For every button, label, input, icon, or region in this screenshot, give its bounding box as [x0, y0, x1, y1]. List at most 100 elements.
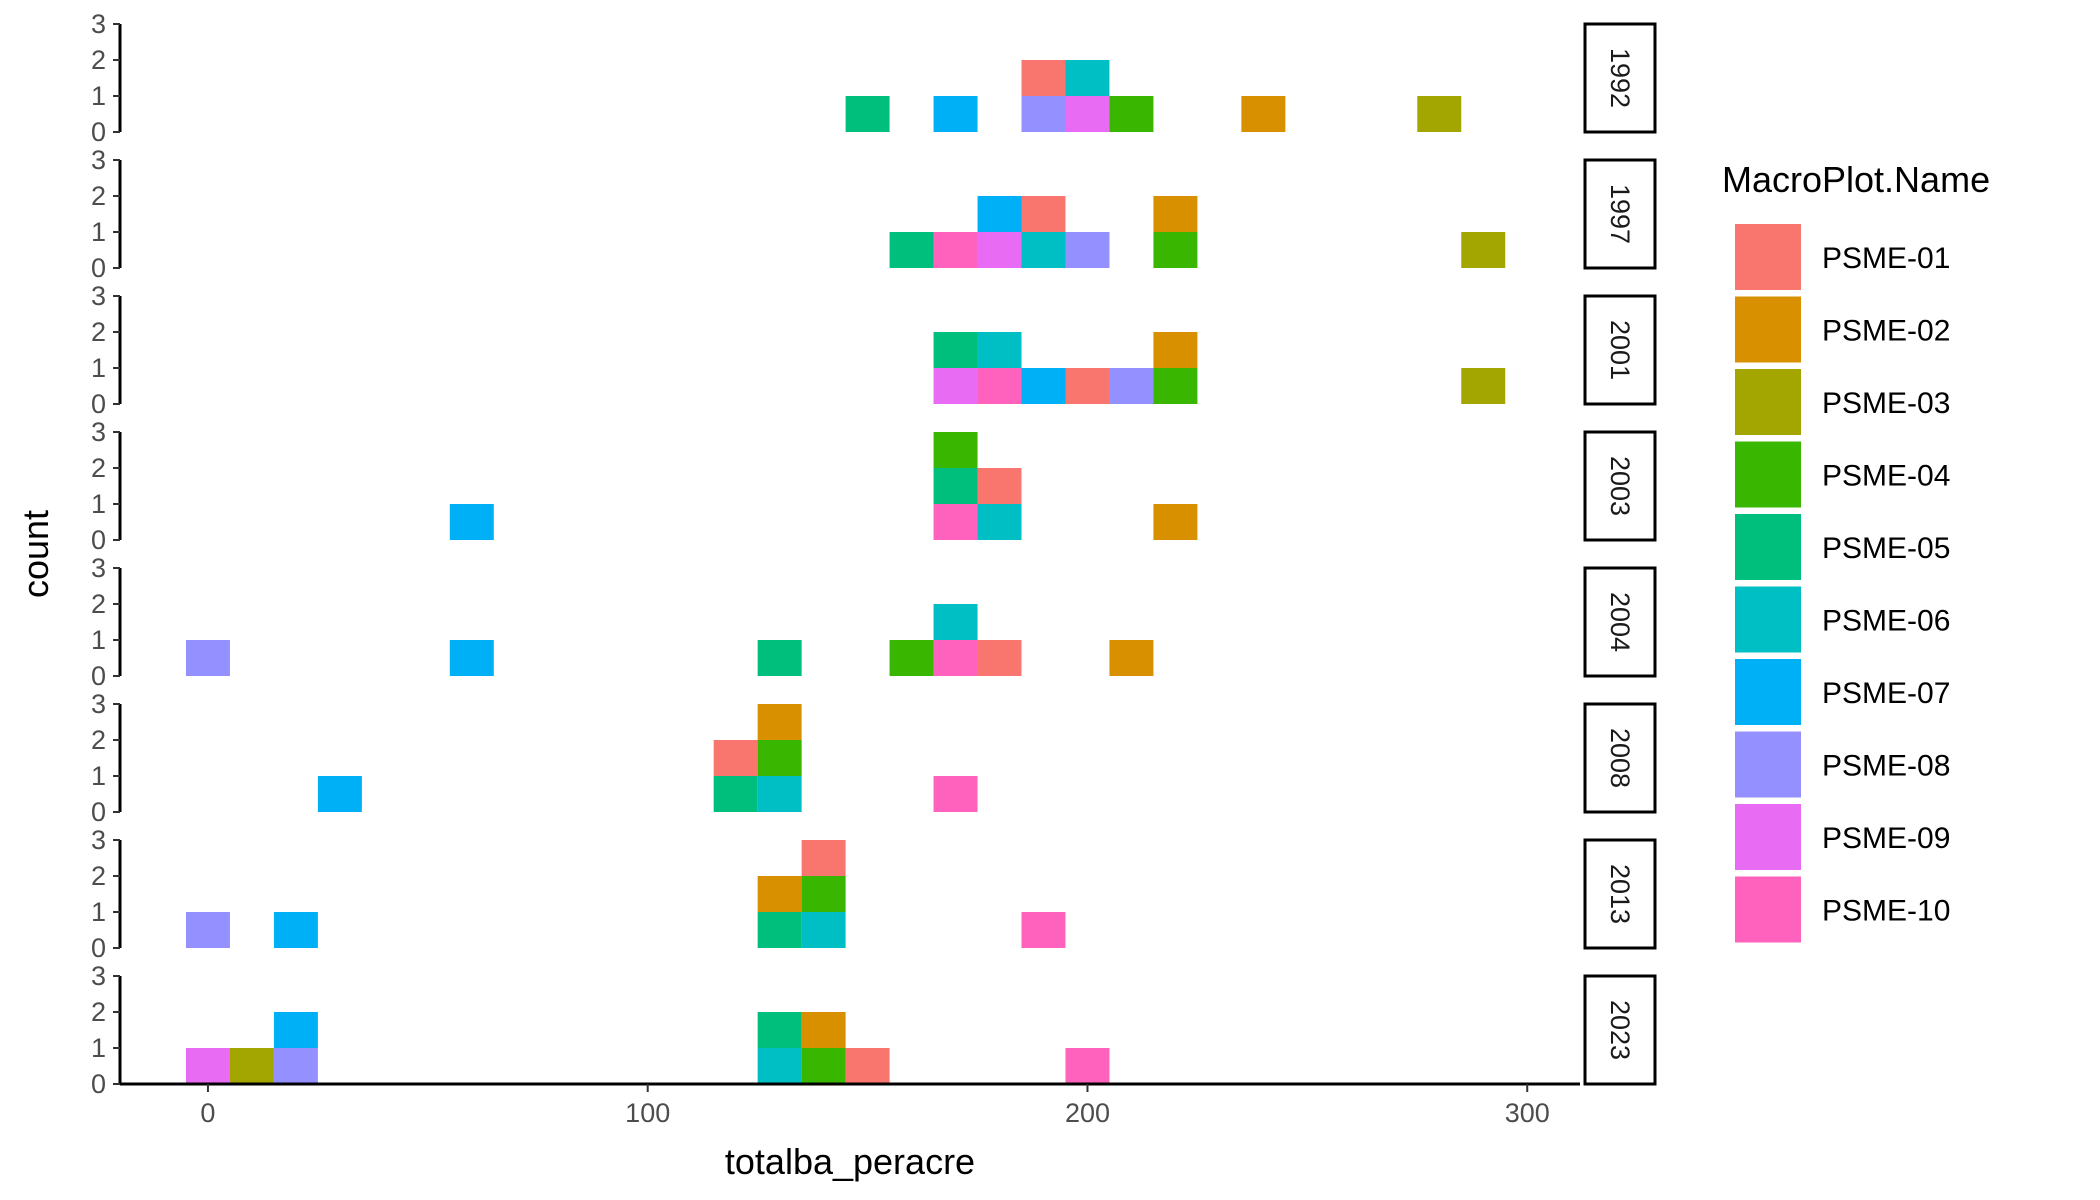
facet-panels: 0123199201231997012320010123200301232004…: [91, 9, 1657, 1099]
bar-2013-PSME-04-140: [801, 876, 846, 912]
bar-2001-PSME-04-220: [1153, 368, 1198, 404]
bar-2008-PSME-07-30: [317, 776, 362, 812]
legend-item-PSME-07: PSME-07: [1735, 659, 1950, 725]
strip-box: [1583, 294, 1657, 406]
bar-2023-PSME-05-130: [757, 1012, 802, 1048]
legend-swatch: [1735, 731, 1801, 798]
strip-box: [1583, 566, 1657, 678]
facet-panel-2004: 0 1 2 3 2004: [91, 553, 1657, 691]
legend-label: PSME-07: [1822, 677, 1950, 710]
bar-2003-PSME-04-170: [933, 432, 978, 468]
legend-label: PSME-01: [1822, 242, 1950, 275]
bar-2004-PSME-10-170: [933, 640, 978, 676]
bar-2001-PSME-06-180: [977, 332, 1022, 368]
x-tick-label: 0: [200, 1098, 215, 1128]
y-axis-title: count: [15, 510, 56, 598]
bar-2004-PSME-02-210: [1109, 640, 1154, 676]
strip-label: 1997: [1605, 184, 1635, 244]
bar-2023-PSME-08-20: [273, 1048, 318, 1084]
y-tick-label: 2: [91, 317, 106, 347]
strip-label: 2004: [1605, 592, 1635, 652]
x-tick-label: 100: [625, 1098, 670, 1128]
bar-2008-PSME-01-120: [713, 740, 758, 776]
bar-1992-PSME-06-200: [1065, 60, 1110, 96]
y-tick-label: 0: [91, 525, 106, 555]
bar-2003-PSME-05-170: [933, 468, 978, 504]
bar-1992-PSME-02-240: [1241, 96, 1286, 132]
bar-2004-PSME-01-180: [977, 640, 1022, 676]
bar-1997-PSME-06-190: [1021, 232, 1066, 268]
x-tick-label: 300: [1505, 1098, 1550, 1128]
bar-2004-PSME-05-130: [757, 640, 802, 676]
bar-2001-PSME-10-180: [977, 368, 1022, 404]
y-tick-label: 1: [91, 897, 106, 927]
bar-1997-PSME-09-180: [977, 232, 1022, 268]
y-tick-label: 3: [91, 145, 106, 175]
legend-title: MacroPlot.Name: [1722, 159, 1990, 200]
bar-2001-PSME-09-170: [933, 368, 978, 404]
y-tick-label: 3: [91, 417, 106, 447]
bar-1997-PSME-01-190: [1021, 196, 1066, 232]
bar-1997-PSME-08-200: [1065, 232, 1110, 268]
y-tick-label: 0: [91, 933, 106, 963]
legend-label: PSME-04: [1822, 460, 1950, 493]
bar-2004-PSME-08-0: [185, 640, 230, 676]
bar-1997-PSME-07-180: [977, 196, 1022, 232]
strip-box: [1583, 22, 1657, 134]
bar-2004-PSME-04-160: [889, 640, 934, 676]
legend-label: PSME-06: [1822, 605, 1950, 638]
legend-item-PSME-05: PSME-05: [1735, 514, 1950, 580]
bar-2023-PSME-01-150: [845, 1048, 890, 1084]
facet-panel-2023: 0 1 2 3 2023: [91, 961, 1657, 1099]
bar-1997-PSME-04-220: [1153, 232, 1198, 268]
bar-2013-PSME-08-0: [185, 912, 230, 948]
bar-2013-PSME-10-190: [1021, 912, 1066, 948]
bar-2001-PSME-01-200: [1065, 368, 1110, 404]
bar-2013-PSME-07-20: [273, 912, 318, 948]
y-tick-label: 3: [91, 9, 106, 39]
bar-2023-PSME-07-20: [273, 1012, 318, 1048]
bar-1992-PSME-09-200: [1065, 96, 1110, 132]
bar-2023-PSME-02-140: [801, 1012, 846, 1048]
bar-2008-PSME-06-130: [757, 776, 802, 812]
legend-label: PSME-03: [1822, 387, 1950, 420]
y-tick-label: 0: [91, 661, 106, 691]
legend-swatch: [1735, 804, 1801, 870]
y-tick-label: 0: [91, 117, 106, 147]
legend-swatch: [1735, 586, 1801, 653]
y-tick-label: 0: [91, 253, 106, 283]
bar-2023-PSME-10-200: [1065, 1048, 1110, 1084]
legend: MacroPlot.Name PSME-01 PSME-02 PSME-03 PSME…: [1722, 159, 1990, 943]
bar-1992-PSME-05-150: [845, 96, 890, 132]
legend-item-PSME-09: PSME-09: [1735, 804, 1950, 870]
y-tick-label: 1: [91, 489, 106, 519]
y-tick-label: 3: [91, 553, 106, 583]
facet-panel-2001: 0 1 2 3 2001: [91, 281, 1657, 419]
strip-label: 2023: [1605, 1000, 1635, 1060]
y-tick-label: 1: [91, 353, 106, 383]
legend-item-PSME-01: PSME-01: [1735, 224, 1950, 290]
bar-2013-PSME-01-140: [801, 840, 846, 876]
bar-2013-PSME-05-130: [757, 912, 802, 948]
bar-2008-PSME-05-120: [713, 776, 758, 812]
bar-2023-PSME-09-0: [185, 1048, 230, 1084]
legend-swatch: [1735, 224, 1801, 290]
legend-swatch: [1735, 514, 1801, 580]
strip-box: [1583, 158, 1657, 270]
bar-2001-PSME-05-170: [933, 332, 978, 368]
legend-item-PSME-10: PSME-10: [1735, 876, 1950, 943]
bar-1997-PSME-03-290: [1461, 232, 1506, 268]
bar-1997-PSME-02-220: [1153, 196, 1198, 232]
bar-2023-PSME-03-10: [229, 1048, 274, 1084]
facet-panel-2013: 0 1 2 3 2013: [91, 825, 1657, 963]
strip-label: 2003: [1605, 456, 1635, 516]
y-tick-label: 0: [91, 797, 106, 827]
strip-label: 1992: [1605, 48, 1635, 108]
legend-swatch: [1735, 659, 1801, 725]
legend-swatch: [1735, 876, 1801, 943]
y-tick-label: 2: [91, 45, 106, 75]
bar-2023-PSME-04-140: [801, 1048, 846, 1084]
bar-1997-PSME-05-160: [889, 232, 934, 268]
bar-2004-PSME-06-170: [933, 604, 978, 640]
bar-2003-PSME-01-180: [977, 468, 1022, 504]
